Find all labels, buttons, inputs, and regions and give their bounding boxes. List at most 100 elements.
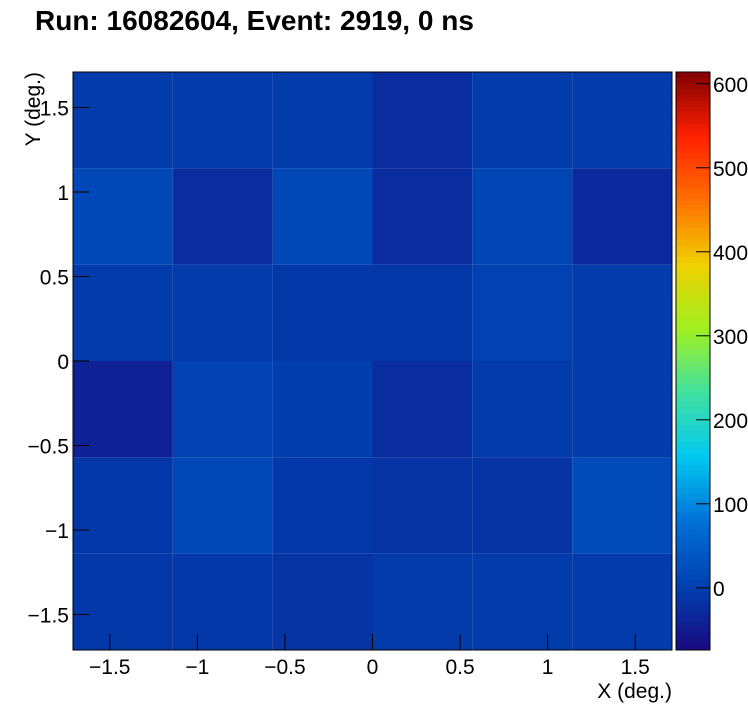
colorbar-segment bbox=[676, 95, 710, 102]
heatmap-cell bbox=[73, 361, 173, 458]
colorbar-segment bbox=[676, 129, 710, 137]
colorbar-segment bbox=[676, 540, 710, 547]
colorbar-segment bbox=[676, 193, 710, 200]
colorbar-segment bbox=[676, 303, 710, 310]
colorbar-segment bbox=[676, 280, 710, 287]
y-tick-label: −1.5 bbox=[28, 605, 69, 628]
heatmap-cell bbox=[172, 457, 273, 554]
colorbar-segment bbox=[676, 517, 710, 524]
colorbar-segment bbox=[676, 366, 710, 374]
colorbar-segment bbox=[676, 343, 710, 350]
heatmap-cell bbox=[372, 361, 473, 458]
x-axis-label: X (deg.) bbox=[597, 680, 672, 703]
colorbar-segment bbox=[676, 459, 710, 466]
colorbar-segment bbox=[676, 245, 710, 252]
colorbar-segment bbox=[676, 297, 710, 304]
heatmap-cell bbox=[572, 72, 672, 169]
colorbar-tick-label: 500 bbox=[713, 158, 748, 181]
colorbar-segment bbox=[676, 262, 710, 270]
heatmap-cell bbox=[572, 168, 672, 265]
colorbar-segment bbox=[676, 424, 710, 431]
colorbar-segment bbox=[676, 337, 710, 345]
colorbar-tick-label: 100 bbox=[713, 494, 748, 517]
colorbar-segment bbox=[676, 187, 710, 194]
colorbar-segment bbox=[676, 574, 710, 582]
colorbar-segment bbox=[676, 441, 710, 449]
colorbar-segment bbox=[676, 586, 710, 593]
colorbar-segment bbox=[676, 100, 710, 108]
colorbar-frame bbox=[675, 71, 711, 651]
colorbar-segment bbox=[676, 268, 710, 275]
colorbar-segment bbox=[676, 482, 710, 489]
y-tick-label: 1 bbox=[57, 182, 69, 205]
colorbar-segment bbox=[676, 135, 710, 142]
heatmap-cell bbox=[472, 168, 573, 265]
colorbar-segment bbox=[676, 228, 710, 235]
heatmap-cell bbox=[372, 168, 473, 265]
colorbar-segment bbox=[676, 285, 710, 293]
heatmap-cell bbox=[372, 457, 473, 554]
x-tick-label: −1.5 bbox=[89, 656, 130, 679]
colorbar-segment bbox=[676, 72, 710, 79]
colorbar-segment bbox=[676, 499, 710, 506]
colorbar-segment bbox=[676, 141, 710, 148]
colorbar-segment bbox=[676, 251, 710, 258]
colorbar-segment bbox=[676, 164, 710, 171]
colorbar-segment bbox=[676, 413, 710, 420]
colorbar-segment bbox=[676, 199, 710, 206]
colorbar-segment bbox=[676, 615, 710, 622]
colorbar-segment bbox=[676, 124, 710, 131]
colorbar-segment bbox=[676, 592, 710, 599]
colorbar-segment bbox=[676, 603, 710, 611]
colorbar-tick-label: 300 bbox=[713, 326, 748, 349]
heatmap-cell bbox=[572, 264, 672, 361]
colorbar-segment bbox=[676, 447, 710, 454]
colorbar-segment bbox=[676, 557, 710, 564]
colorbar-segment bbox=[676, 158, 710, 165]
colorbar-segment bbox=[676, 361, 710, 368]
colorbar-segment bbox=[676, 534, 710, 541]
colorbar-tick-label: 600 bbox=[713, 74, 748, 97]
heatmap-cell bbox=[73, 72, 173, 169]
colorbar-segment bbox=[676, 83, 710, 90]
colorbar-segment bbox=[676, 170, 710, 177]
colorbar-segment bbox=[676, 626, 710, 634]
colorbar-segment bbox=[676, 176, 710, 183]
colorbar-segment bbox=[676, 233, 710, 241]
colorbar-segment bbox=[676, 493, 710, 501]
colorbar-segment bbox=[676, 308, 710, 316]
heatmap-cell bbox=[472, 264, 573, 361]
colorbar-segment bbox=[676, 580, 710, 587]
heatmap-cell bbox=[73, 553, 173, 650]
colorbar-segment bbox=[676, 332, 710, 339]
colorbar-segment bbox=[676, 418, 710, 426]
colorbar-segment bbox=[676, 488, 710, 495]
colorbar-segment bbox=[676, 430, 710, 437]
colorbar-segment bbox=[676, 545, 710, 553]
colorbar-segment bbox=[676, 355, 710, 362]
heatmap-cell bbox=[372, 72, 473, 169]
y-tick-label: 1.5 bbox=[40, 97, 69, 120]
heatmap-cell bbox=[272, 72, 373, 169]
colorbar-segment bbox=[676, 147, 710, 154]
heatmap-cell bbox=[372, 264, 473, 361]
colorbar-segment bbox=[676, 632, 710, 639]
colorbar-segment bbox=[676, 389, 710, 397]
heatmap-cell bbox=[472, 72, 573, 169]
heatmap-cell bbox=[272, 168, 373, 265]
x-tick-label: −1 bbox=[185, 656, 209, 679]
colorbar-segment bbox=[676, 210, 710, 217]
heatmap-cell bbox=[73, 168, 173, 265]
x-tick-label: 1.5 bbox=[621, 656, 650, 679]
heatmap-cell bbox=[472, 553, 573, 650]
colorbar-segment bbox=[676, 528, 710, 535]
colorbar-segment bbox=[676, 239, 710, 246]
colorbar-segment bbox=[676, 511, 710, 518]
y-tick-label: −0.5 bbox=[28, 436, 69, 459]
heatmap-cell bbox=[572, 457, 672, 554]
colorbar-segment bbox=[676, 378, 710, 385]
heatmap-cell bbox=[272, 264, 373, 361]
colorbar-segment bbox=[676, 106, 710, 113]
colorbar-segment bbox=[676, 204, 710, 212]
